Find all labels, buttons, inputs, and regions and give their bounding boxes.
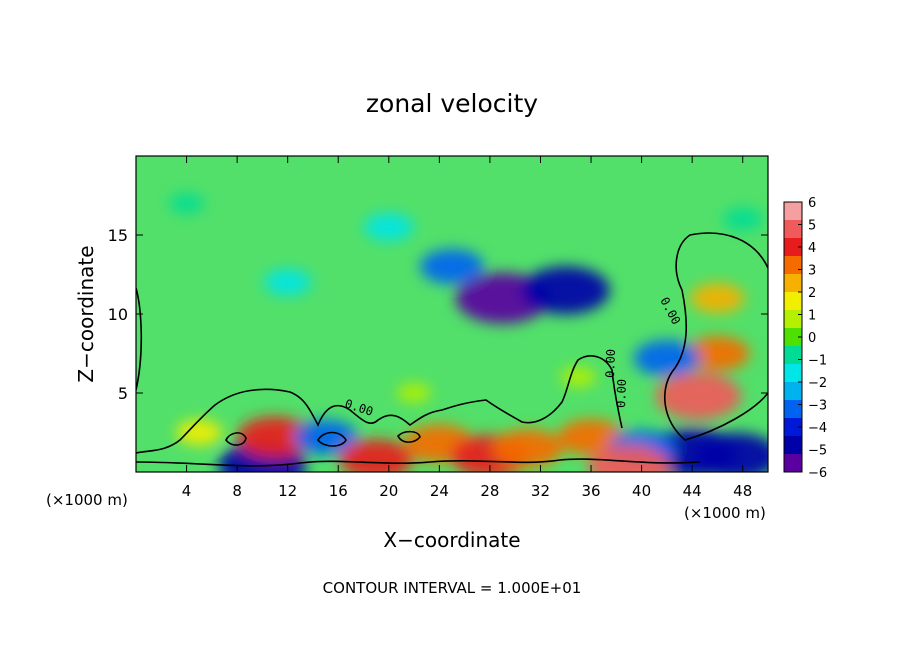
field-cell (492, 429, 563, 468)
field-cell (722, 208, 763, 231)
colorbar-swatch (784, 400, 802, 419)
colorbar-swatch (784, 310, 802, 329)
field-cell (339, 439, 413, 472)
contour-zero-surface (136, 355, 623, 454)
y-tick-label: 5 (118, 384, 128, 403)
field-cell (364, 213, 414, 241)
field-cell (655, 372, 742, 420)
field-cell (176, 419, 223, 446)
chart-title: zonal velocity (366, 89, 538, 118)
contour-zero-cell-3 (397, 430, 421, 443)
colorbar-tick-label: −1 (808, 354, 827, 369)
x-tick-label: 28 (480, 482, 499, 500)
x-tick-label: 36 (581, 482, 600, 500)
contour-zero-cell-1 (225, 432, 247, 446)
field-cell (521, 266, 610, 315)
field-cell (685, 335, 750, 372)
field-cell (397, 383, 432, 403)
contour-interval: CONTOUR INTERVAL = 1.000E+01 (323, 579, 582, 597)
field-cell (693, 432, 768, 472)
y-tick-label: 15 (108, 226, 128, 245)
colorbar-swatch (784, 292, 802, 311)
plot-area: 0.00 0.00 0.00 0.00 (136, 156, 768, 472)
contour-label: 0.00 (603, 349, 618, 378)
colorbar-swatch (784, 454, 802, 473)
colorbar-swatch (784, 346, 802, 365)
x-tick-label: 8 (232, 482, 242, 500)
y-tick-label: 10 (108, 305, 128, 324)
colorbar-tick-label: 5 (808, 219, 816, 234)
colorbar-tick-label: 4 (808, 241, 816, 256)
plot-background (136, 156, 768, 472)
colorbar-tick-label: −3 (808, 399, 827, 414)
field-cell (237, 416, 314, 459)
x-tick-label: 24 (430, 482, 449, 500)
x-tick-label: 48 (733, 482, 752, 500)
field-cell (690, 283, 745, 314)
zero-contours (136, 232, 768, 467)
y-axis-label: Z−coordinate (74, 245, 98, 382)
field-cell (293, 419, 358, 455)
field-cell (264, 269, 312, 296)
x-unit-right: (×1000 m) (684, 504, 766, 522)
colorbar-swatch (784, 256, 802, 275)
colorbar-swatch (784, 328, 802, 347)
colorbar-tick-label: −5 (808, 444, 827, 459)
colorbar-swatch (784, 364, 802, 383)
colorbar-tick-label: 6 (808, 196, 816, 211)
colorbar-tick-label: −6 (808, 466, 827, 481)
field-cell (557, 419, 625, 456)
colorbar-swatch (784, 202, 802, 221)
contour-zero-left-edge (136, 287, 143, 391)
field-cell (633, 340, 701, 377)
field-cell (560, 367, 597, 388)
colorbar-tick-label: −4 (808, 421, 827, 436)
contour-zero-cell-2 (317, 431, 347, 447)
colorbar-swatch (784, 274, 802, 293)
field-cell (168, 193, 205, 214)
x-tick-label: 20 (379, 482, 398, 500)
x-axis-label: X−coordinate (383, 528, 520, 552)
contour-label: 0.00 (614, 379, 629, 408)
x-tick-label: 32 (531, 482, 550, 500)
x-unit-left: (×1000 m) (46, 491, 128, 509)
x-tick-label: 16 (329, 482, 348, 500)
x-tick-label: 44 (683, 482, 702, 500)
colorbar-swatch (784, 238, 802, 257)
colorbar-swatch (784, 418, 802, 437)
x-tick-label: 12 (278, 482, 297, 500)
field-cell (587, 444, 670, 472)
colorbar-tick-label: 2 (808, 286, 816, 301)
colorbar: 6 5 4 3 2 1 0 −1 −2 −3 −4 −5 −6 (783, 196, 827, 481)
x-tick-label: 40 (632, 482, 651, 500)
colorbar-swatch (784, 382, 802, 401)
x-axis: 4 8 12 16 20 24 28 32 36 40 44 48 (182, 156, 752, 500)
field-cell (420, 249, 484, 285)
x-tick-label: 4 (182, 482, 192, 500)
colorbar-tick-label: 1 (808, 309, 816, 324)
colorbar-swatch (784, 436, 802, 455)
colorbar-tick-label: −2 (808, 376, 827, 391)
y-axis: 5 10 15 (108, 226, 768, 403)
contour-labels: 0.00 0.00 0.00 0.00 (343, 295, 683, 419)
colorbar-swatch (784, 220, 802, 239)
colorbar-tick-label: 3 (808, 264, 816, 279)
colorbar-tick-label: 0 (808, 331, 816, 346)
contour-zero-right (663, 232, 768, 441)
contour-zero-bottom (136, 458, 701, 467)
